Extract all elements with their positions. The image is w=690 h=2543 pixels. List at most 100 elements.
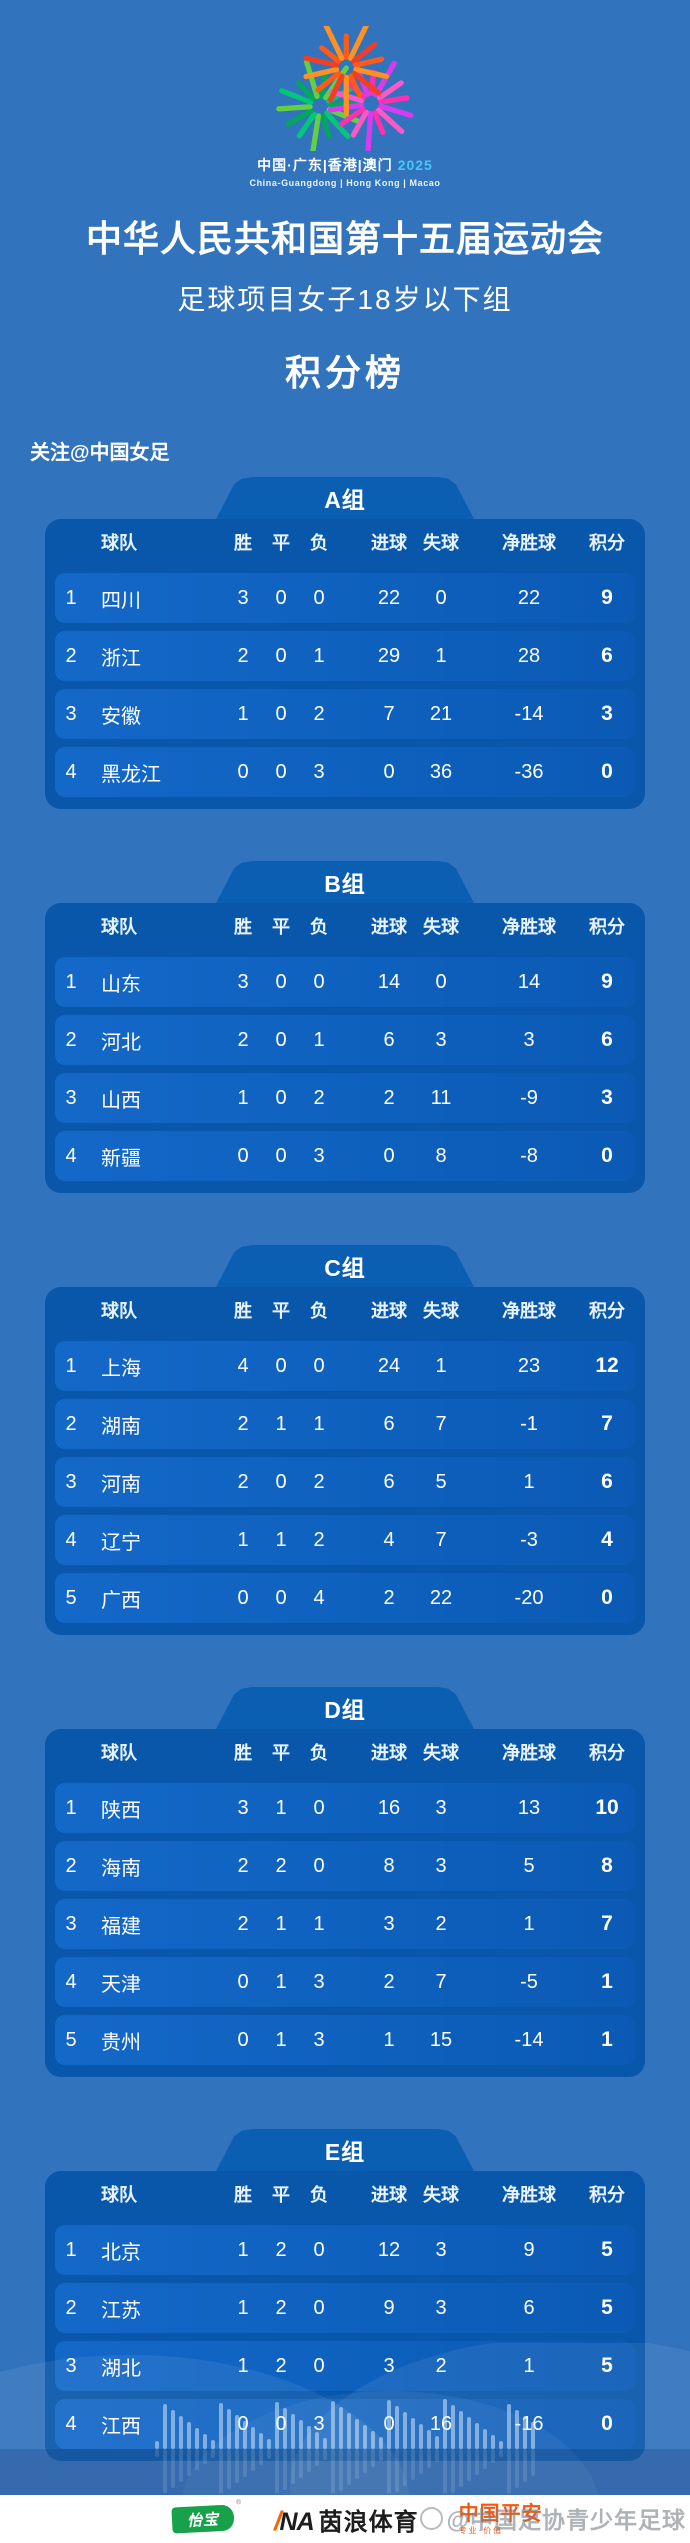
cell-rank: 4 — [65, 2412, 77, 2435]
cell-loss: 0 — [313, 2238, 325, 2261]
cell-gf: 14 — [377, 970, 401, 993]
cell-loss: 0 — [313, 1854, 325, 1877]
group-section: C组 球队 胜 平 负 进球 失球 净胜球 积分 1 上海 4 0 0 24 1… — [0, 1245, 690, 1635]
group-tab-label: B组 — [324, 871, 366, 897]
table-header-row: 球队 胜 平 负 进球 失球 净胜球 积分 — [55, 2171, 635, 2217]
col-goal-diff: 净胜球 — [502, 1743, 556, 1763]
table-row: 1 北京 1 2 0 12 3 9 5 — [55, 2225, 635, 2275]
cell-team: 江苏 — [101, 2299, 141, 2322]
cell-rank: 2 — [65, 1412, 77, 1435]
cell-ga: 1 — [435, 644, 447, 667]
cell-ga: 3 — [435, 1854, 447, 1877]
cell-ga: 3 — [435, 1028, 447, 1051]
cell-gd: 1 — [523, 1912, 535, 1935]
cell-gd: -20 — [514, 1586, 544, 1609]
col-goals-against: 失球 — [423, 2185, 459, 2205]
cell-team: 辽宁 — [101, 1531, 141, 1554]
cell-ga: 8 — [435, 1144, 447, 1167]
cell-ga: 0 — [435, 586, 447, 609]
cell-rank: 1 — [65, 1796, 77, 1819]
cell-win: 0 — [237, 1144, 249, 1167]
emblem-caption-cn-text: 中国·广东|香港|澳门 — [257, 157, 393, 173]
table-header-row: 球队 胜 平 负 进球 失球 净胜球 积分 — [55, 1287, 635, 1333]
table-header-row: 球队 胜 平 负 进球 失球 净胜球 积分 — [55, 1729, 635, 1775]
table-row: 3 福建 2 1 1 3 2 1 7 — [55, 1899, 635, 1949]
group-tab: A组 — [216, 477, 474, 519]
waterline — [0, 2449, 690, 2495]
watermark: @中国足协青少年足球 — [419, 2501, 686, 2535]
groups: A组 球队 胜 平 负 进球 失球 净胜球 积分 1 四川 3 0 0 22 0… — [0, 477, 690, 2461]
page-subtitle: 足球项目女子18岁以下组 — [177, 284, 513, 315]
cell-gf: 6 — [383, 1028, 395, 1051]
col-draw: 平 — [272, 917, 290, 937]
col-goals-against: 失球 — [423, 917, 459, 937]
col-points: 积分 — [589, 917, 625, 937]
cell-gd: 22 — [517, 586, 541, 609]
cell-pts: 3 — [601, 702, 613, 725]
cell-gf: 3 — [383, 2354, 395, 2377]
cell-pts: 5 — [601, 2354, 613, 2377]
cell-team: 河南 — [101, 1473, 141, 1496]
cell-draw: 1 — [275, 2028, 287, 2051]
pingan-logo: 中国平安 专业·价值 — [459, 2504, 543, 2535]
col-team: 球队 — [101, 533, 137, 553]
cell-ga: 15 — [429, 2028, 453, 2051]
cell-ga: 1 — [435, 1354, 447, 1377]
col-win: 胜 — [234, 1743, 252, 1763]
sponsor-logos: 怡宝 ® / NA 茵浪体育 中国平安 专业·价值 — [171, 2498, 543, 2537]
registered-mark: ® — [235, 2498, 242, 2507]
cell-pts: 7 — [601, 1912, 613, 1935]
cell-gd: 28 — [517, 644, 541, 667]
col-goals-against: 失球 — [423, 533, 459, 553]
col-team: 球队 — [101, 917, 137, 937]
cell-gd: 6 — [523, 2296, 535, 2319]
cell-rank: 5 — [65, 2028, 77, 2051]
cell-pts: 3 — [601, 1086, 613, 1109]
cell-pts: 1 — [601, 1970, 613, 1993]
table-row: 3 河南 2 0 2 6 5 1 6 — [55, 1457, 635, 1507]
cell-gd: -36 — [514, 760, 544, 783]
cell-win: 1 — [237, 1086, 249, 1109]
cell-gf: 12 — [377, 2238, 401, 2261]
cell-win: 3 — [237, 586, 249, 609]
table-row: 2 湖南 2 1 1 6 7 -1 7 — [55, 1399, 635, 1449]
cell-team: 北京 — [101, 2241, 141, 2264]
cell-gd: 1 — [523, 2354, 535, 2377]
col-goals-for: 进球 — [371, 533, 407, 553]
cell-draw: 2 — [275, 2238, 287, 2261]
cell-loss: 2 — [313, 702, 325, 725]
cell-win: 2 — [237, 1028, 249, 1051]
cell-draw: 0 — [275, 760, 287, 783]
col-win: 胜 — [234, 917, 252, 937]
table-row: 2 海南 2 2 0 8 3 5 8 — [55, 1841, 635, 1891]
emblem-caption-en: China-Guangdong | Hong Kong | Macao — [249, 178, 441, 188]
group-tab: D组 — [216, 1687, 474, 1729]
cell-pts: 1 — [601, 2028, 613, 2051]
cell-ga: 3 — [435, 2296, 447, 2319]
col-goals-for: 进球 — [371, 2185, 407, 2205]
skyline-art — [0, 2343, 690, 2495]
col-goal-diff: 净胜球 — [502, 533, 556, 553]
col-points: 积分 — [589, 533, 625, 553]
cell-win: 0 — [237, 760, 249, 783]
cell-rank: 4 — [65, 1528, 77, 1551]
cell-pts: 9 — [601, 586, 613, 609]
yinlang-name: 茵浪体育 — [318, 2508, 419, 2536]
national-games-emblem-icon — [276, 26, 414, 151]
cell-win: 1 — [237, 1528, 249, 1551]
group-rows: 1 山东 3 0 0 14 0 14 9 2 河北 2 0 1 6 3 3 6 … — [55, 957, 635, 1181]
pingan-slogan: 专业·价值 — [458, 2525, 504, 2535]
follow-handle: 关注@中国女足 — [30, 442, 170, 464]
cell-team: 山东 — [101, 973, 141, 996]
cell-gd: 13 — [517, 1796, 541, 1819]
watermark-logo-icon — [419, 2506, 443, 2530]
cell-gd: 9 — [523, 2238, 535, 2261]
cell-draw: 2 — [275, 1854, 287, 1877]
yinlang-slash-icon: / — [274, 2505, 282, 2536]
cell-gf: 24 — [377, 1354, 401, 1377]
cell-gf: 4 — [383, 1528, 395, 1551]
cell-win: 2 — [237, 644, 249, 667]
col-points: 积分 — [589, 2185, 625, 2205]
cell-draw: 1 — [275, 1796, 287, 1819]
cell-win: 1 — [237, 2354, 249, 2377]
